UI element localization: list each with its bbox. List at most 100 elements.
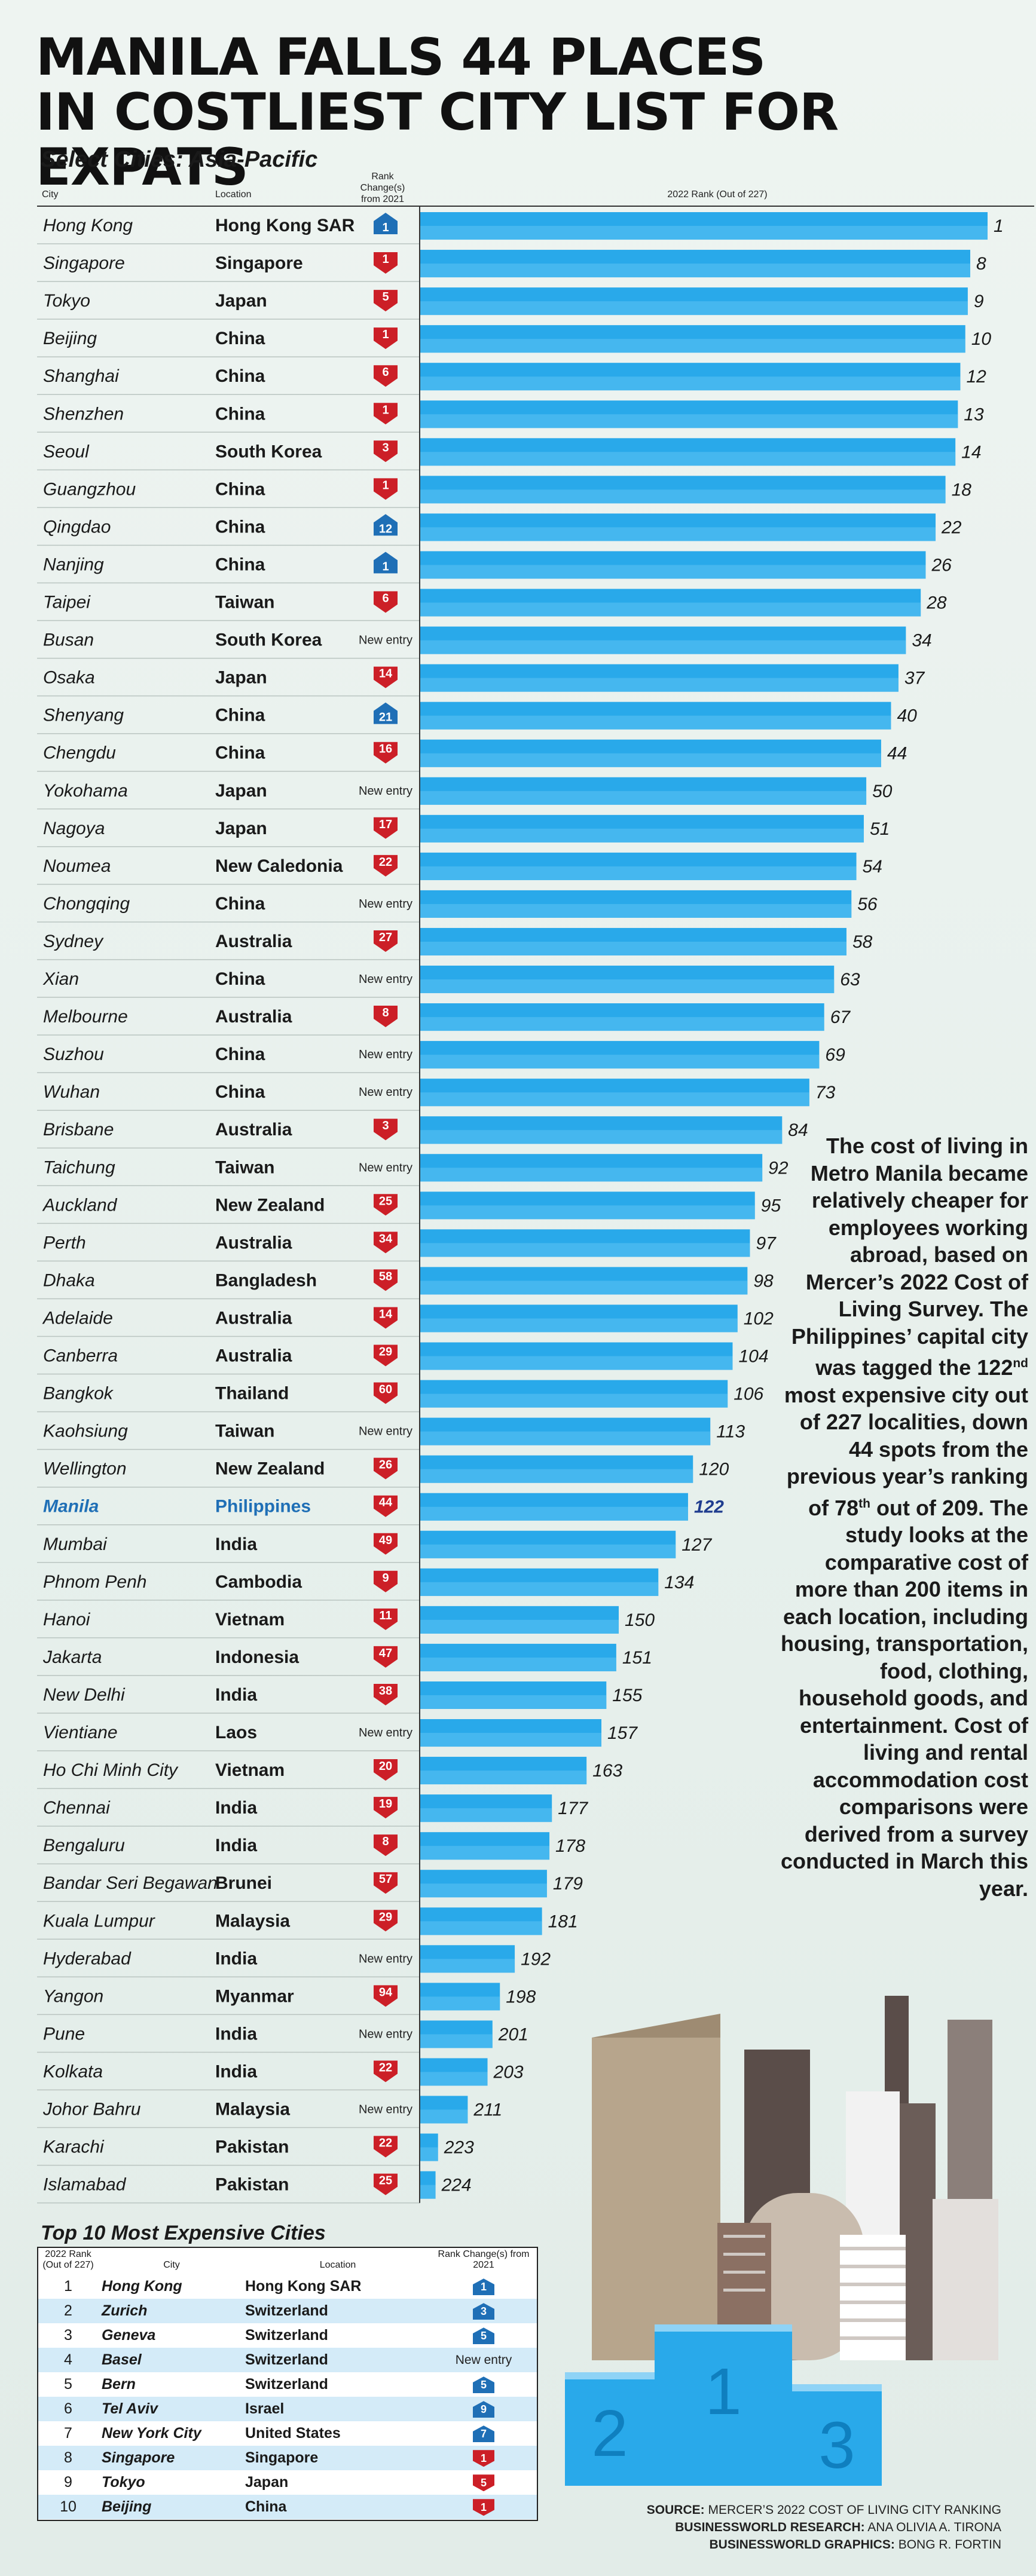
description-paragraph: The cost of living in Metro Manila becam… [777, 1132, 1028, 1902]
rank-value-label: 69 [825, 1045, 845, 1065]
rank-change-value: 1 [382, 479, 389, 492]
city-label: Islamabad [43, 2175, 127, 2195]
rank-value-label: 26 [931, 555, 952, 575]
top10-location: Switzerland [245, 2376, 328, 2393]
rank-value-label: 92 [768, 1158, 789, 1178]
location-label: Japan [215, 819, 267, 838]
rank-value-label: 28 [926, 593, 947, 613]
rank-value-label: 224 [441, 2176, 472, 2195]
rank-value-label: 18 [952, 480, 972, 500]
rank-value-label: 104 [738, 1347, 768, 1367]
location-label: Japan [215, 291, 267, 311]
top10-row: 6 Tel Aviv Israel 9 [38, 2397, 537, 2421]
rank-down-arrow-icon [374, 1495, 398, 1517]
location-label: China [215, 743, 265, 763]
location-label: China [215, 329, 265, 348]
subtitle: Select Cities: Asia-Pacific [41, 147, 318, 172]
rank-bar-shade [420, 1695, 607, 1709]
rank-value-label: 223 [444, 2138, 474, 2158]
rank-down-arrow-icon [374, 1382, 398, 1404]
rank-down-arrow-icon [374, 403, 398, 425]
rank-up-arrow-icon: 9 [473, 2401, 494, 2418]
city-label: Kolkata [43, 2062, 103, 2081]
rank-bar-shade [420, 715, 891, 730]
podium-label-2: 2 [591, 2397, 628, 2470]
rank-value-label: 8 [976, 254, 986, 274]
title-line-1: MANILA FALLS 44 PLACES [36, 27, 766, 87]
credit-research: BUSINESSWORLD RESEARCH: ANA OLIVIA A. TI… [647, 2519, 1001, 2536]
header-city: City [42, 189, 59, 200]
rank-change-value: 1 [382, 221, 389, 234]
rank-down-arrow-icon: 5 [473, 2474, 494, 2492]
top10-location: Switzerland [245, 2327, 328, 2344]
location-label: India [215, 1798, 257, 1818]
top10-location: Singapore [245, 2449, 319, 2466]
city-label: Perth [43, 1233, 86, 1252]
rank-change-value: 94 [379, 1986, 393, 1999]
rank-down-arrow-icon [374, 365, 398, 387]
rank-change-value: 5 [382, 290, 389, 304]
podium-third-top [792, 2384, 882, 2391]
location-label: China [215, 1082, 265, 1102]
rank-value-label: 155 [612, 1686, 642, 1705]
header-rank-change: Rank Change(s) from 2021 [360, 171, 405, 204]
credit-source: SOURCE: MERCER’S 2022 COST OF LIVING CIT… [647, 2501, 1001, 2519]
rank-change-value: 25 [379, 1194, 392, 1208]
rank-bar-shade [420, 1243, 750, 1257]
rank-bar-shade [420, 1657, 616, 1671]
city-label: Bandar Seri Begawan [43, 1873, 218, 1893]
rank-value-label: 97 [756, 1233, 777, 1253]
rank-down-arrow-icon [374, 591, 398, 613]
credit-graphics-text: BONG R. FORTIN [898, 2538, 1001, 2552]
location-label: Philippines [215, 1497, 311, 1517]
top10-location: Switzerland [245, 2302, 328, 2319]
location-label: China [215, 517, 265, 537]
rank-down-arrow-icon [374, 1194, 398, 1216]
podium-first [655, 2330, 792, 2486]
city-label: Wuhan [43, 1082, 100, 1102]
rank-value-label: 151 [622, 1648, 652, 1668]
skyline-podium-illustration: 2 1 3 [565, 1996, 998, 2486]
rank-change-value: 1 [382, 328, 389, 341]
new-entry-label: New entry [359, 1425, 412, 1438]
location-label: India [215, 2062, 257, 2081]
rank-change-value: 22 [379, 2137, 392, 2150]
rank-value-label: 14 [961, 442, 981, 462]
city-label: Johor Bahru [42, 2100, 141, 2119]
new-entry-label: New entry [359, 1726, 412, 1739]
location-label: Laos [215, 1723, 257, 1742]
location-label: China [215, 894, 265, 914]
podium-label-3: 3 [818, 2409, 855, 2482]
rank-up-arrow-icon [374, 514, 398, 536]
rank-value-label: 127 [682, 1535, 712, 1555]
rank-change-value: 22 [379, 2061, 392, 2074]
top10-change-cell: 5 [430, 2323, 537, 2348]
building-tan-left [592, 2038, 720, 2360]
rank-value-label: 177 [558, 1799, 588, 1818]
rank-bar-shade [420, 264, 971, 278]
city-label: Phnom Penh [43, 1572, 146, 1592]
city-label: Karachi [43, 2137, 105, 2157]
rank-down-arrow-icon [374, 1910, 398, 1932]
top10-change-cell: 7 [430, 2421, 537, 2446]
rank-down-arrow-icon [374, 1457, 398, 1480]
location-label: Australia [215, 1346, 292, 1366]
top10-change-cell: 9 [430, 2397, 537, 2421]
rank-bar-shade [420, 791, 867, 805]
location-label: Pakistan [215, 2137, 289, 2157]
rank-down-arrow-icon [374, 1608, 398, 1630]
title-line-2: IN COSTLIEST CITY LIST FOR EXPATS [36, 82, 839, 197]
top10-change-cell: 5 [430, 2372, 537, 2397]
top10-location: United States [245, 2425, 341, 2442]
city-label: Guangzhou [43, 479, 136, 499]
top10-city: Zurich [102, 2302, 148, 2319]
rank-value-label: 58 [852, 932, 873, 952]
rank-bar-shade [420, 941, 846, 955]
top10-rank: 7 [64, 2425, 72, 2442]
city-label: Seoul [43, 442, 90, 461]
location-label: Japan [215, 781, 267, 801]
location-label: China [215, 479, 265, 499]
top10-location: Switzerland [245, 2351, 328, 2368]
rank-value-label: 84 [788, 1120, 808, 1140]
new-entry-label: New entry [359, 973, 412, 986]
